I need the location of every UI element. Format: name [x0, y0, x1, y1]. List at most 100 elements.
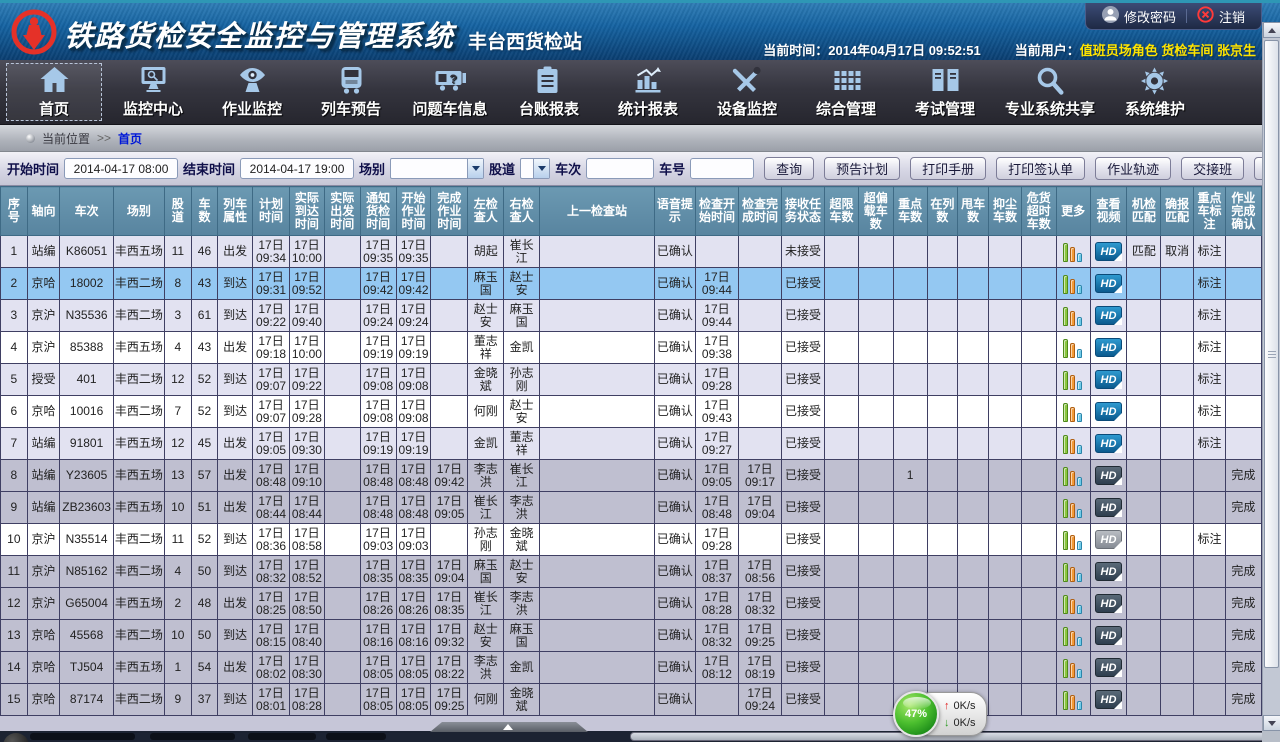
hd-video-icon[interactable]: HD: [1094, 402, 1122, 421]
cell-right[interactable]: 赵士安: [503, 555, 541, 588]
cell-yard[interactable]: 丰西二场: [112, 395, 165, 428]
more-chart-icon[interactable]: [1062, 274, 1084, 294]
more-chart-icon[interactable]: [1062, 498, 1084, 518]
cell-chk_start[interactable]: 17日 09:38: [694, 331, 739, 364]
nav-item-gear[interactable]: 系统维护: [1107, 63, 1203, 121]
query-button[interactable]: 查询: [764, 157, 815, 180]
table-row[interactable]: 11 京沪 N85162 丰西二场 4 50 到达 17日 08:32 17日 08:52 17日…: [0, 555, 1263, 588]
cell-train[interactable]: 18002: [59, 267, 114, 300]
hd-video-icon[interactable]: HD: [1094, 338, 1122, 357]
cell-keycars[interactable]: 1: [892, 459, 928, 492]
more-chart-icon[interactable]: [1062, 306, 1084, 326]
vertical-scroll-thumb[interactable]: [1264, 40, 1279, 668]
table-row[interactable]: 15 京哈 87174 丰西二场 9 37 到达 17日 08:01 17日 08:28 17日 …: [0, 683, 1263, 716]
cell-chk_start[interactable]: 17日 09:28: [694, 523, 739, 556]
cell-train[interactable]: K86051: [59, 235, 114, 268]
nav-item-monitor[interactable]: 监控中心: [105, 63, 201, 121]
hd-video-icon[interactable]: HD: [1094, 434, 1122, 453]
cell-done[interactable]: 完成: [1224, 459, 1263, 492]
cell-train[interactable]: 91801: [59, 427, 114, 460]
memory-ball[interactable]: 47%: [893, 691, 939, 737]
more-chart-icon[interactable]: [1062, 402, 1084, 422]
yard-select[interactable]: [390, 158, 485, 179]
cell-mark[interactable]: 标注: [1193, 267, 1226, 300]
work-track-button[interactable]: 作业轨迹: [1095, 157, 1172, 180]
more-chart-icon[interactable]: [1062, 530, 1084, 550]
nav-item-ledger[interactable]: 台账报表: [501, 63, 597, 121]
cell-left[interactable]: 麻玉国: [467, 555, 505, 588]
cell-done[interactable]: 完成: [1224, 651, 1263, 684]
nav-item-problem-car[interactable]: ? 问题车信息: [402, 63, 498, 121]
nav-item-magnifier[interactable]: 专业系统共享: [996, 63, 1104, 121]
cell-left[interactable]: 胡起: [467, 235, 505, 268]
change-password-button[interactable]: 修改密码: [1101, 6, 1176, 26]
nav-item-train[interactable]: 列车预告: [303, 63, 399, 121]
more-chart-icon[interactable]: [1062, 594, 1084, 614]
forecast-plan-button[interactable]: 预告计划: [824, 157, 901, 180]
cell-mark[interactable]: 标注: [1193, 235, 1226, 268]
cell-train[interactable]: 10016: [59, 395, 114, 428]
panel-expander-handle[interactable]: [430, 722, 588, 732]
table-row[interactable]: 14 京哈 TJ504 丰西五场 1 54 出发 17日 08:02 17日 08:30 17日 …: [0, 651, 1263, 684]
cell-mark[interactable]: 标注: [1193, 395, 1226, 428]
nav-item-eye[interactable]: 作业监控: [204, 63, 300, 121]
more-chart-icon[interactable]: [1062, 370, 1084, 390]
nav-item-stats[interactable]: 统计报表: [600, 63, 696, 121]
more-chart-icon[interactable]: [1062, 626, 1084, 646]
cell-left[interactable]: 何刚: [467, 395, 505, 428]
table-row[interactable]: 1 站编 K86051 丰西五场 11 46 出发 17日 09:34 17日 10:00 17日…: [0, 235, 1263, 268]
hd-video-icon[interactable]: HD: [1094, 530, 1122, 549]
cell-chk_start[interactable]: 17日 09:44: [694, 267, 739, 300]
cell-done[interactable]: 完成: [1224, 587, 1263, 620]
cell-done[interactable]: 完成: [1224, 491, 1263, 524]
table-row[interactable]: 8 站编 Y23605 丰西五场 13 57 出发 17日 08:48 17日 09:10 17日…: [0, 459, 1263, 492]
end-time-input[interactable]: [240, 158, 355, 179]
cell-yard[interactable]: 丰西五场: [112, 235, 165, 268]
track-select[interactable]: [520, 158, 551, 179]
cell-left[interactable]: 赵士安: [467, 299, 505, 332]
print-manual-button[interactable]: 打印手册: [910, 157, 987, 180]
horizontal-scrollbar[interactable]: [0, 731, 1280, 742]
hd-video-icon[interactable]: HD: [1094, 274, 1122, 293]
scroll-up-button[interactable]: [1263, 22, 1280, 38]
cell-right[interactable]: 金晓斌: [503, 523, 541, 556]
hd-video-icon[interactable]: HD: [1094, 466, 1122, 485]
more-chart-icon[interactable]: [1062, 690, 1084, 710]
cell-left[interactable]: 赵士安: [467, 619, 505, 652]
table-row[interactable]: 9 站编 ZB23603 丰西五场 10 51 出发 17日 08:44 17日 08:44 17…: [0, 491, 1263, 524]
cell-right[interactable]: 李志洪: [503, 491, 541, 524]
cell-left[interactable]: 李志洪: [467, 459, 505, 492]
cell-yard[interactable]: 丰西五场: [112, 331, 165, 364]
hd-video-icon[interactable]: HD: [1094, 242, 1122, 261]
cell-left[interactable]: 金晓斌: [467, 363, 505, 396]
more-chart-icon[interactable]: [1062, 466, 1084, 486]
hd-video-icon[interactable]: HD: [1094, 690, 1122, 709]
cell-mark[interactable]: 标注: [1193, 331, 1226, 364]
cell-right[interactable]: 赵士安: [503, 395, 541, 428]
cell-mark[interactable]: 标注: [1193, 299, 1226, 332]
car-no-input[interactable]: [690, 158, 755, 179]
cell-train[interactable]: N35514: [59, 523, 114, 556]
more-chart-icon[interactable]: [1062, 434, 1084, 454]
print-sign-sheet-button[interactable]: 打印签认单: [996, 157, 1086, 180]
more-chart-icon[interactable]: [1062, 242, 1084, 262]
cell-right[interactable]: 麻玉国: [503, 619, 541, 652]
cell-mark[interactable]: 标注: [1193, 363, 1226, 396]
cell-yard[interactable]: 丰西二场: [112, 299, 165, 332]
cell-right[interactable]: 金凯: [503, 651, 541, 684]
cell-train[interactable]: 85388: [59, 331, 114, 364]
cell-left[interactable]: 麻玉国: [467, 267, 505, 300]
cell-right[interactable]: 孙志刚: [503, 363, 541, 396]
scroll-down-button[interactable]: [1263, 715, 1280, 731]
cell-done[interactable]: 完成: [1224, 619, 1263, 652]
cell-quebao[interactable]: 取消: [1160, 235, 1195, 268]
table-row[interactable]: 10 京沪 N35514 丰西二场 11 52 到达 17日 08:36 17日 08:58 17…: [0, 523, 1263, 556]
cell-mark[interactable]: 标注: [1193, 427, 1226, 460]
cell-chk_start[interactable]: 17日 09:28: [694, 363, 739, 396]
cell-right[interactable]: 李志洪: [503, 587, 541, 620]
cell-right[interactable]: 金凯: [503, 331, 541, 364]
hd-video-icon[interactable]: HD: [1094, 626, 1122, 645]
table-row[interactable]: 7 站编 91801 丰西五场 12 45 出发 17日 09:05 17日 09:30 17日 …: [0, 427, 1263, 460]
cell-yard[interactable]: 丰西二场: [112, 523, 165, 556]
table-row[interactable]: 13 京哈 45568 丰西二场 10 50 到达 17日 08:15 17日 08:40 17日…: [0, 619, 1263, 652]
